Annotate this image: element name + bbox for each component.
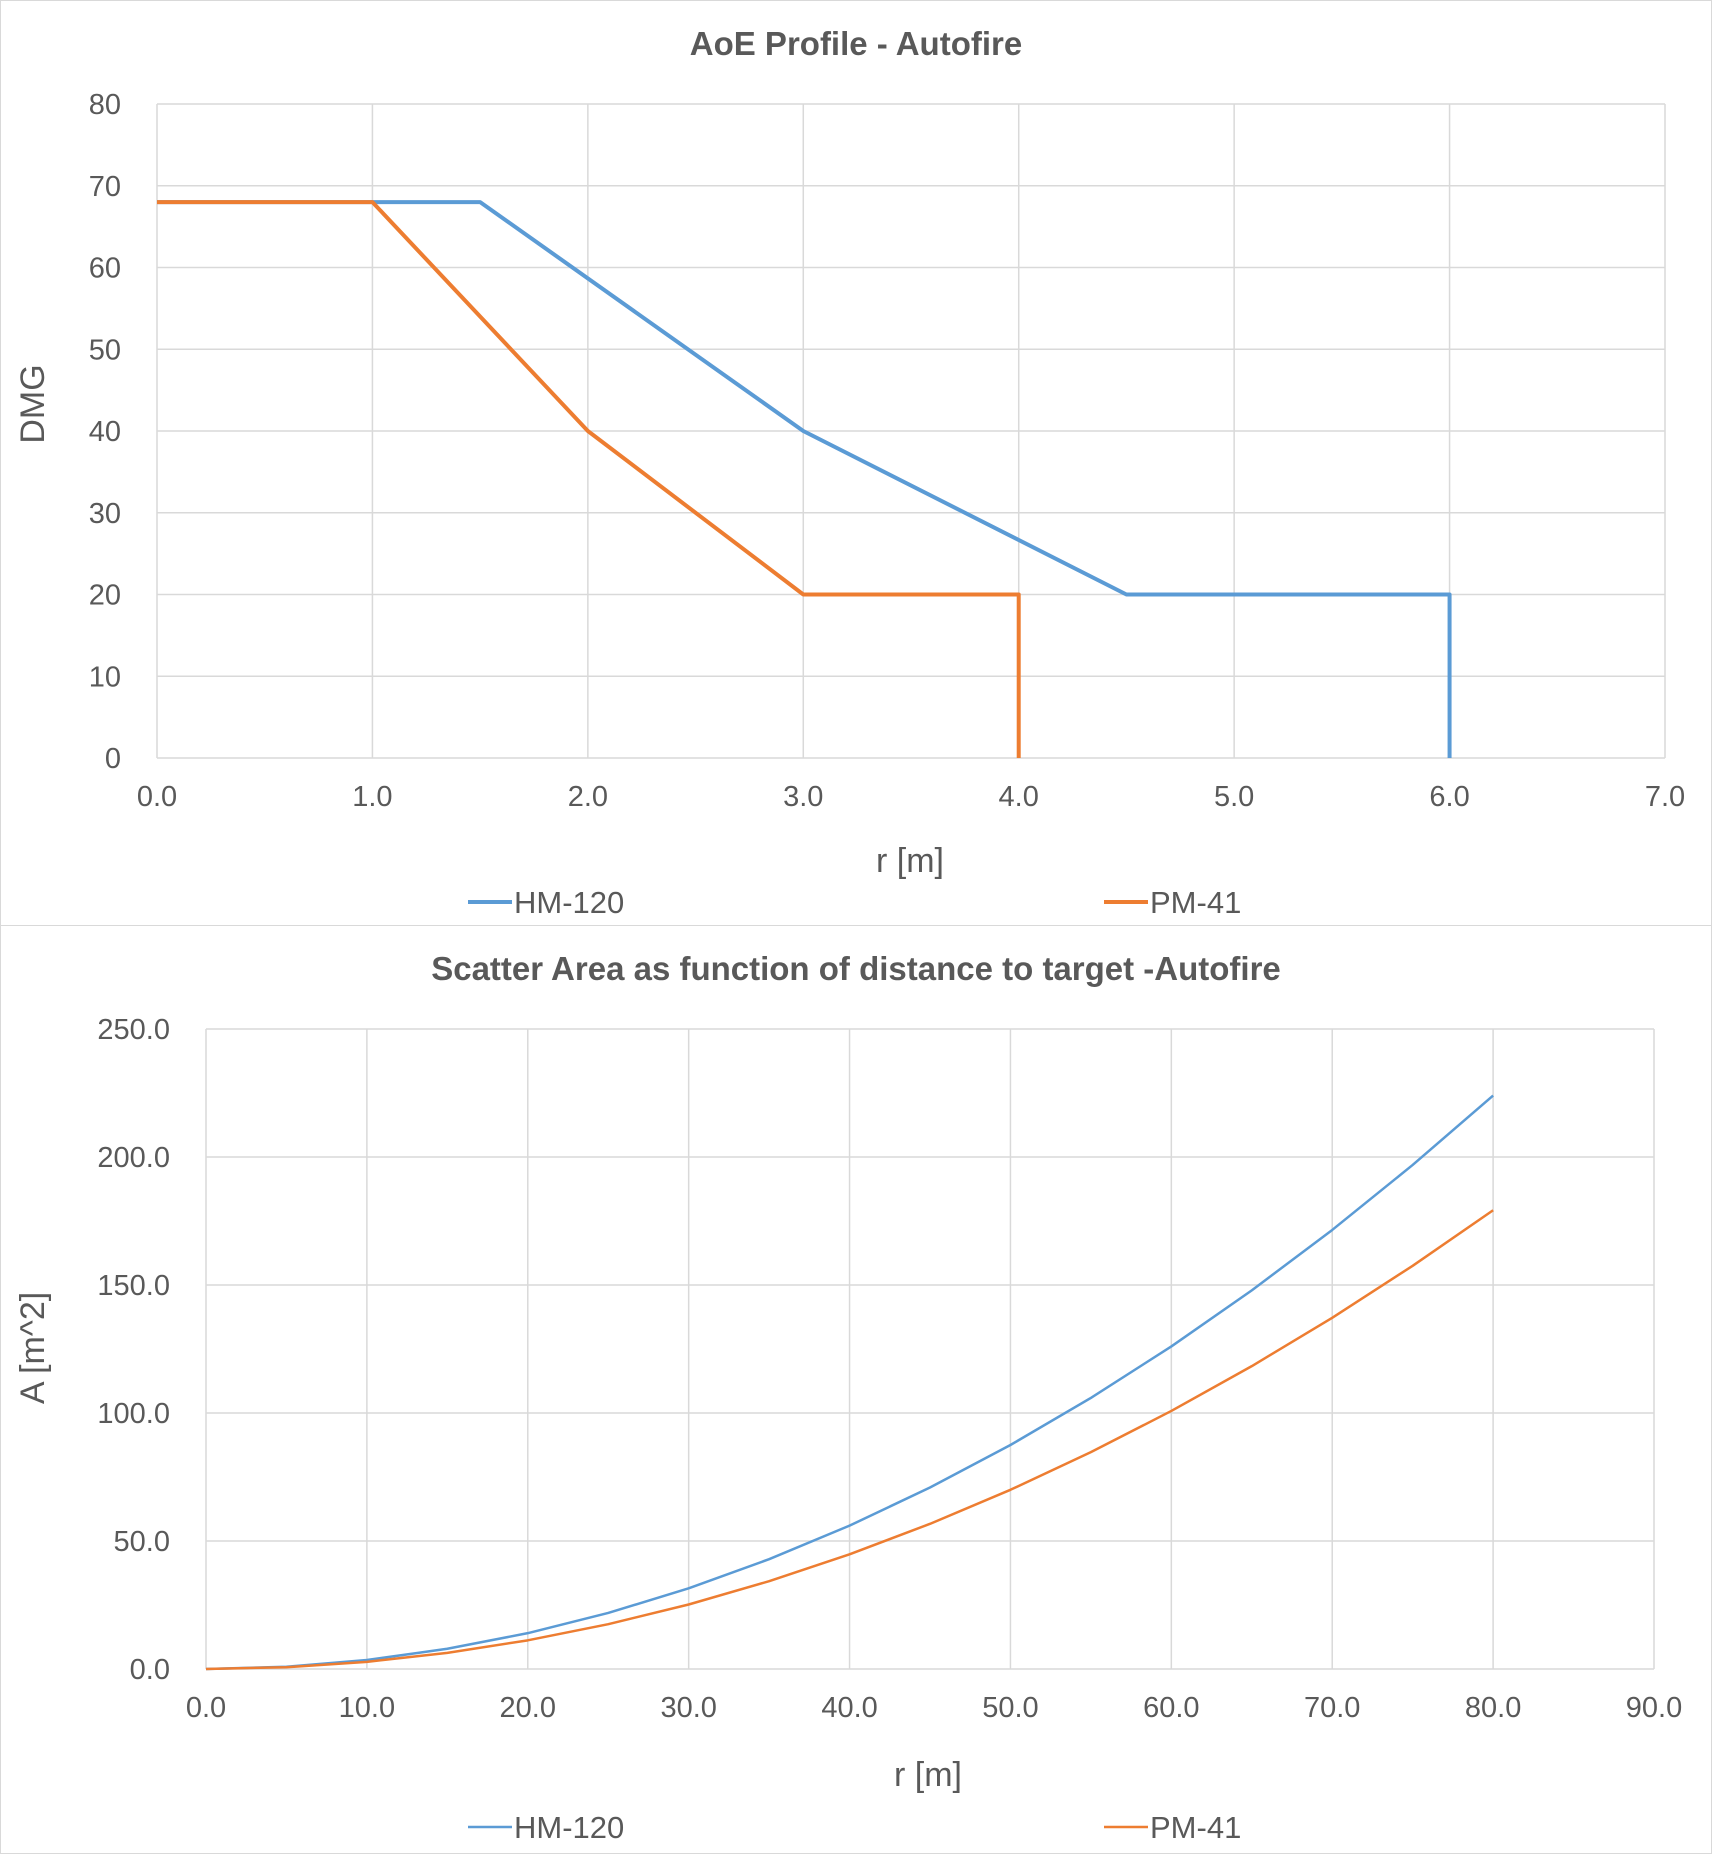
y-tick-labels: 0 10 20 30 40 50 60 70 80 [89,89,121,775]
series-line-pm-41 [205,1209,1494,1671]
y-tick-label: 10 [89,661,121,693]
y-tick-label: 70 [89,171,121,203]
chart-aoe-profile: AoE Profile - Autofire 0.0 1.0 2.0 3.0 4.0 5.… [14,25,1685,920]
y-tick-label: 0.0 [130,1654,170,1686]
chart-title: Scatter Area as function of distance to … [431,950,1281,987]
legend: HM-120 PM-41 [468,885,1241,920]
x-tick-label: 30.0 [660,1692,716,1724]
x-tick-label: 0.0 [137,781,177,813]
x-tick-label: 7.0 [1645,781,1685,813]
y-tick-label: 60 [89,253,121,285]
gridlines [205,1028,1655,1670]
x-tick-labels: 0.0 1.0 2.0 3.0 4.0 5.0 6.0 7.0 [137,781,1685,813]
y-tick-label: 80 [89,89,121,121]
x-tick-label: 6.0 [1429,781,1469,813]
series-lines [205,1094,1494,1671]
y-tick-label: 30 [89,498,121,530]
chart-title: AoE Profile - Autofire [690,25,1022,62]
x-tick-label: 50.0 [982,1692,1038,1724]
legend-label-hm-120: HM-120 [514,885,624,920]
y-tick-label: 0 [105,743,121,775]
x-tick-label: 10.0 [339,1692,395,1724]
x-tick-label: 2.0 [568,781,608,813]
x-tick-label: 3.0 [783,781,823,813]
x-tick-label: 0.0 [186,1692,226,1724]
x-tick-label: 4.0 [999,781,1039,813]
x-axis-label: r [m] [876,842,944,880]
series-line-pm-41 [157,200,1021,758]
legend-label-pm-41: PM-41 [1150,885,1241,920]
y-tick-label: 250.0 [97,1014,170,1046]
x-tick-label: 60.0 [1143,1692,1199,1724]
y-tick-label: 150.0 [97,1270,170,1302]
y-tick-labels: 0.0 50.0 100.0 150.0 200.0 250.0 [97,1014,170,1686]
y-axis-label: A [m^2] [14,1292,52,1404]
x-tick-label: 1.0 [352,781,392,813]
legend-label-pm-41: PM-41 [1150,1810,1241,1845]
y-tick-label: 40 [89,416,121,448]
chart-scatter-area: Scatter Area as function of distance to … [14,950,1682,1845]
y-axis-label: DMG [14,364,52,443]
x-tick-label: 40.0 [821,1692,877,1724]
legend-label-hm-120: HM-120 [514,1810,624,1845]
y-tick-label: 200.0 [97,1142,170,1174]
series-lines [157,200,1452,758]
y-tick-label: 50.0 [114,1526,170,1558]
x-tick-label: 20.0 [500,1692,556,1724]
x-tick-labels: 0.0 10.0 20.0 30.0 40.0 50.0 60.0 70.0 80.0 90.0 [186,1692,1682,1724]
x-tick-label: 70.0 [1304,1692,1360,1724]
y-tick-label: 100.0 [97,1398,170,1430]
x-tick-label: 5.0 [1214,781,1254,813]
series-line-hm-120 [205,1094,1494,1671]
x-axis-label: r [m] [894,1756,962,1794]
y-tick-label: 20 [89,580,121,612]
y-tick-label: 50 [89,334,121,366]
x-tick-label: 90.0 [1626,1692,1682,1724]
x-tick-label: 80.0 [1465,1692,1521,1724]
legend: HM-120 PM-41 [468,1810,1241,1845]
